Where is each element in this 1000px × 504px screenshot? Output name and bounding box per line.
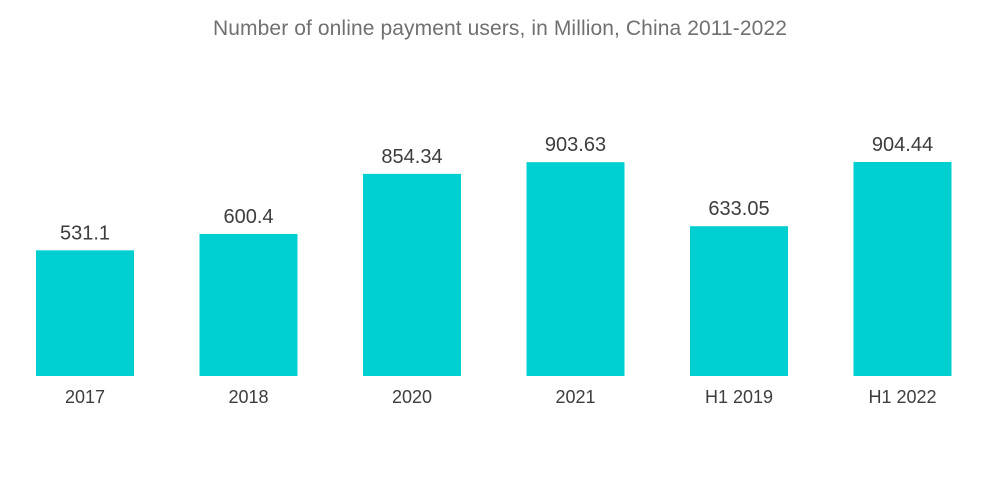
data-label: 903.63: [545, 134, 606, 156]
x-tick-label: 2018: [228, 387, 268, 407]
data-label: 854.34: [381, 146, 442, 168]
x-tick-label: H1 2019: [705, 387, 773, 407]
bar-h1-2019: [690, 226, 788, 376]
x-tick-label: 2020: [392, 387, 432, 407]
bar-h1-2022: [853, 162, 952, 376]
x-tick-label: 2017: [65, 387, 105, 407]
chart-title: Number of online payment users, in Milli…: [213, 17, 787, 40]
bar-2018: [199, 233, 298, 376]
x-tick-label: H1 2022: [868, 387, 936, 407]
data-label: 600.4: [223, 206, 273, 228]
bar-2017: [36, 250, 134, 376]
bar-2021: [526, 162, 625, 376]
bar-2020: [363, 173, 461, 376]
data-label: 633.05: [708, 198, 769, 220]
data-label: 531.1: [60, 222, 110, 244]
x-tick-label: 2021: [555, 387, 595, 407]
data-label: 904.44: [872, 134, 933, 156]
